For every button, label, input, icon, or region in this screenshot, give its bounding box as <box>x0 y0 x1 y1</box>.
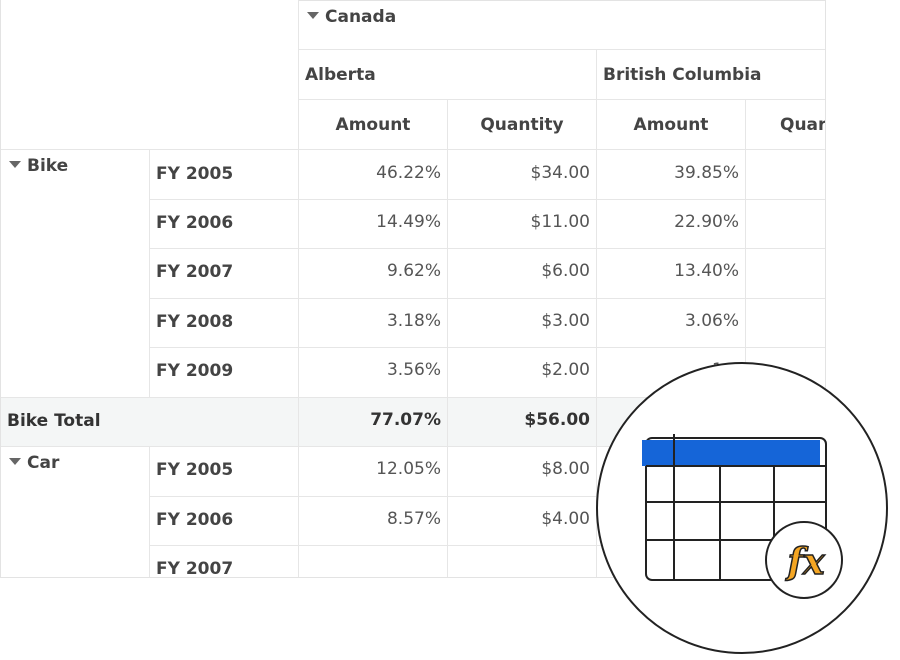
column-header-alberta[interactable]: Alberta <box>299 50 597 100</box>
total-cell[interactable]: 77.07% <box>299 398 448 447</box>
row-label: Car <box>27 453 60 473</box>
value-cell[interactable] <box>299 546 448 577</box>
year-cell: FY 2007 <box>150 546 299 578</box>
year-label: FY 2007 <box>156 262 234 282</box>
measure-header-amount[interactable]: Amount <box>597 100 746 150</box>
collapse-arrow-icon[interactable] <box>307 11 319 19</box>
collapse-arrow-icon[interactable] <box>9 160 21 168</box>
collapse-arrow-icon[interactable] <box>9 457 21 465</box>
value-cell[interactable]: 46.22% <box>299 150 448 200</box>
province-label: British Columbia <box>603 65 762 85</box>
column-header-british-columbia[interactable]: British Columbia <box>597 50 825 100</box>
measure-header-amount[interactable]: Amount <box>299 100 448 150</box>
value-cell[interactable]: $8.00 <box>448 447 597 497</box>
year-label: FY 2006 <box>156 510 234 530</box>
table-header-bar <box>642 440 820 466</box>
measure-label: Amount <box>633 115 709 135</box>
value-cell[interactable]: $2.00 <box>448 348 597 398</box>
year-cell: FY 2007 <box>150 249 299 299</box>
row-header-bike[interactable]: Bike <box>1 150 150 398</box>
measure-label: Quantity <box>480 115 564 135</box>
year-cell: FY 2006 <box>150 200 299 249</box>
table-outline <box>645 437 827 581</box>
value-cell[interactable]: 3.06% <box>597 299 746 348</box>
value-cell[interactable]: 14.49% <box>299 200 448 249</box>
corner-cell <box>1 0 299 150</box>
value-cell[interactable]: $11.00 <box>448 200 597 249</box>
value-cell[interactable]: 13.40% <box>597 249 746 299</box>
value-cell[interactable]: $3.00 <box>448 299 597 348</box>
table-formula-icon: fx <box>642 434 843 599</box>
value-cell[interactable]: $34.00 <box>448 150 597 200</box>
measure-label: Amount <box>335 115 411 135</box>
value-cell[interactable]: 12.05% <box>299 447 448 497</box>
total-label: Bike Total <box>7 411 101 431</box>
value-cell[interactable]: $6.00 <box>448 249 597 299</box>
total-cell[interactable]: $56.00 <box>448 398 597 447</box>
formula-badge: fx <box>596 362 888 654</box>
value-cell[interactable] <box>746 299 825 348</box>
year-cell: FY 2006 <box>150 497 299 546</box>
value-cell[interactable] <box>448 546 597 577</box>
year-cell: FY 2005 <box>150 150 299 200</box>
value-cell[interactable]: $4.00 <box>448 497 597 546</box>
row-header-bike-total: Bike Total <box>1 398 299 447</box>
value-cell[interactable]: 9.62% <box>299 249 448 299</box>
measure-header-quantity[interactable]: Quar <box>746 100 826 150</box>
year-label: FY 2005 <box>156 460 234 480</box>
value-cell[interactable] <box>746 150 825 200</box>
row-label: Bike <box>27 156 69 176</box>
year-label: FY 2006 <box>156 213 234 233</box>
value-cell[interactable]: 3.18% <box>299 299 448 348</box>
year-label: FY 2009 <box>156 361 234 381</box>
country-label: Canada <box>325 7 397 27</box>
fx-icon: fx <box>785 541 825 583</box>
column-header-canada[interactable]: Canada <box>299 0 825 50</box>
province-label: Alberta <box>305 65 376 85</box>
year-label: FY 2005 <box>156 164 234 184</box>
year-cell: FY 2005 <box>150 447 299 497</box>
value-cell[interactable]: 3.56% <box>299 348 448 398</box>
row-header-car[interactable]: Car <box>1 447 150 577</box>
year-label: FY 2008 <box>156 312 234 332</box>
year-cell: FY 2008 <box>150 299 299 348</box>
measure-label: Quar <box>780 115 826 135</box>
year-cell: FY 2009 <box>150 348 299 398</box>
value-cell[interactable] <box>746 200 825 249</box>
value-cell[interactable]: 8.57% <box>299 497 448 546</box>
fx-circle <box>765 521 843 599</box>
year-label: FY 2007 <box>156 559 234 578</box>
measure-header-quantity[interactable]: Quantity <box>448 100 597 150</box>
value-cell[interactable]: 22.90% <box>597 200 746 249</box>
value-cell[interactable]: 39.85% <box>597 150 746 200</box>
value-cell[interactable] <box>746 249 825 299</box>
